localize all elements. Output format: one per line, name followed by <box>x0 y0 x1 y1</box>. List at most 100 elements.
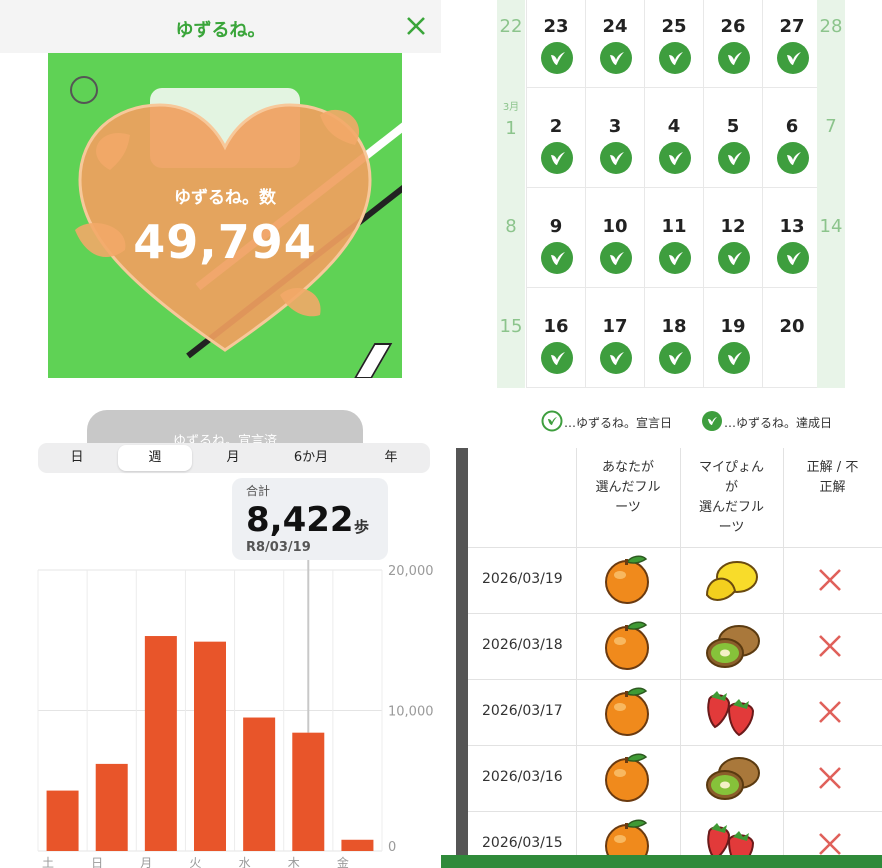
y-tick-label: 0 <box>388 840 396 855</box>
calendar-day-number: 20 <box>779 316 805 337</box>
calendar-day-number: 19 <box>720 316 746 337</box>
chart-bar <box>95 763 128 851</box>
incorrect-icon <box>816 632 844 660</box>
calendar-day-cell[interactable]: 16 <box>526 288 585 388</box>
calendar-day-cell[interactable]: 14 <box>817 188 845 288</box>
calendar-day-number: 15 <box>499 316 523 337</box>
calendar-day-number: 1 <box>505 118 517 139</box>
calendar-day-cell[interactable]: 19 <box>703 288 762 388</box>
declare-button[interactable]: ゆずるね。宣言済 <box>87 410 363 443</box>
tooltip-label: 合計 <box>246 484 271 498</box>
header-mypyon-fruit: マイぴょん が 選んだフル ーツ <box>698 460 764 535</box>
calendar-day-cell[interactable]: 22 <box>497 0 525 88</box>
counter-label: ゆずるね。数 <box>174 188 276 208</box>
info-icon[interactable] <box>70 76 98 104</box>
calendar-day-number: 23 <box>543 16 569 37</box>
calendar-day-number: 25 <box>661 16 687 37</box>
calendar-day-number: 3 <box>608 116 622 137</box>
row-date: 2026/03/17 <box>482 703 563 719</box>
calendar-day-number: 7 <box>825 116 837 137</box>
achieved-badge-icon <box>718 342 750 374</box>
segment-week[interactable]: 週 <box>118 445 192 471</box>
calendar-day-cell[interactable]: 27 <box>762 0 821 88</box>
calendar-panel: 22 23 24 25 26 27 28 1 3月 2 3 4 5 6 7 8 9 10 11 12 13 14 15 16 1… <box>441 0 882 443</box>
segment-year[interactable]: 年 <box>384 450 398 465</box>
segment-month[interactable]: 月 <box>226 450 240 465</box>
header-your-fruit: あなたが 選んだフル ーツ <box>595 460 661 515</box>
calendar-day-cell[interactable]: 1 3月 <box>497 88 525 188</box>
calendar-day-cell[interactable]: 4 <box>644 88 703 188</box>
calendar-day-number: 9 <box>549 216 563 237</box>
column-divider <box>576 448 577 868</box>
header-bar <box>0 0 441 53</box>
row-divider <box>468 613 882 614</box>
segment-6months[interactable]: 6か月 <box>293 450 329 465</box>
calendar-day-cell[interactable]: 9 <box>526 188 585 288</box>
x-tick-label: 木 <box>288 856 300 868</box>
calendar-day-number: 2 <box>549 116 563 137</box>
calendar-day-cell[interactable] <box>817 288 845 388</box>
calendar-day-cell[interactable]: 18 <box>644 288 703 388</box>
calendar-day-number: 8 <box>505 216 517 237</box>
row-date: 2026/03/18 <box>482 637 563 653</box>
calendar-day-number: 16 <box>543 316 569 337</box>
declared-badge-icon <box>541 410 563 432</box>
frame-edge <box>456 448 468 868</box>
achieved-badge-icon <box>659 242 691 274</box>
calendar-day-cell[interactable]: 28 <box>817 0 845 88</box>
incorrect-icon <box>816 566 844 594</box>
segment-day[interactable]: 日 <box>70 450 84 465</box>
achieved-badge-icon <box>600 242 632 274</box>
close-icon[interactable] <box>402 12 430 40</box>
calendar-day-number: 11 <box>661 216 687 237</box>
calendar-day-cell[interactable]: 2 <box>526 88 585 188</box>
app-title: ゆずるね。 <box>175 20 266 41</box>
calendar-month-label: 3月 <box>502 102 520 113</box>
achieved-badge-icon <box>718 142 750 174</box>
chart-bar <box>341 839 374 851</box>
orange-icon <box>602 619 654 675</box>
achieved-badge-icon <box>541 42 573 74</box>
calendar-day-number: 12 <box>720 216 746 237</box>
steps-panel: 20,000 10,000 0 土日月火水木金 日 週 月 6か月 年 合計 8,42… <box>0 443 441 868</box>
calendar-day-cell[interactable]: 26 <box>703 0 762 88</box>
calendar-day-cell[interactable]: 25 <box>644 0 703 88</box>
orange-icon <box>602 553 654 609</box>
achieved-badge-icon <box>702 411 722 431</box>
calendar-day-number: 28 <box>819 16 843 37</box>
achieved-badge-icon <box>600 342 632 374</box>
calendar-day-cell[interactable]: 3 <box>585 88 644 188</box>
calendar-day-cell[interactable]: 17 <box>585 288 644 388</box>
calendar-day-cell[interactable]: 13 <box>762 188 821 288</box>
calendar-day-number: 13 <box>779 216 805 237</box>
calendar-day-cell[interactable]: 24 <box>585 0 644 88</box>
calendar-day-cell[interactable]: 8 <box>497 188 525 288</box>
x-tick-label: 土 <box>42 856 54 868</box>
calendar-day-cell[interactable]: 5 <box>703 88 762 188</box>
x-tick-label: 月 <box>140 856 152 868</box>
achieved-badge-icon <box>600 142 632 174</box>
calendar-day-cell[interactable]: 23 <box>526 0 585 88</box>
calendar-day-number: 26 <box>720 16 746 37</box>
achieved-badge-icon <box>777 42 809 74</box>
calendar-day-cell[interactable]: 11 <box>644 188 703 288</box>
calendar-day-cell[interactable]: 10 <box>585 188 644 288</box>
achieved-badge-icon <box>541 342 573 374</box>
calendar-day-cell[interactable]: 20 <box>762 288 821 388</box>
chart-bar <box>46 790 79 851</box>
x-tick-label: 火 <box>189 856 201 868</box>
incorrect-icon <box>816 830 844 858</box>
calendar-day-cell[interactable]: 15 <box>497 288 525 388</box>
lemon-icon <box>701 555 763 611</box>
chart-bar <box>194 641 226 851</box>
x-tick-label: 日 <box>91 856 103 868</box>
calendar-day-cell[interactable]: 6 <box>762 88 821 188</box>
incorrect-icon <box>816 764 844 792</box>
fruit-history-panel: あなたが 選んだフル ーツ マイぴょん が 選んだフル ーツ 正解 / 不 正解… <box>441 443 882 868</box>
calendar-day-number: 18 <box>661 316 687 337</box>
heart-icon <box>75 103 372 352</box>
calendar-day-cell[interactable]: 12 <box>703 188 762 288</box>
calendar-day-number: 10 <box>602 216 628 237</box>
calendar-day-cell[interactable]: 7 <box>817 88 845 188</box>
calendar-day-number: 22 <box>499 16 523 37</box>
